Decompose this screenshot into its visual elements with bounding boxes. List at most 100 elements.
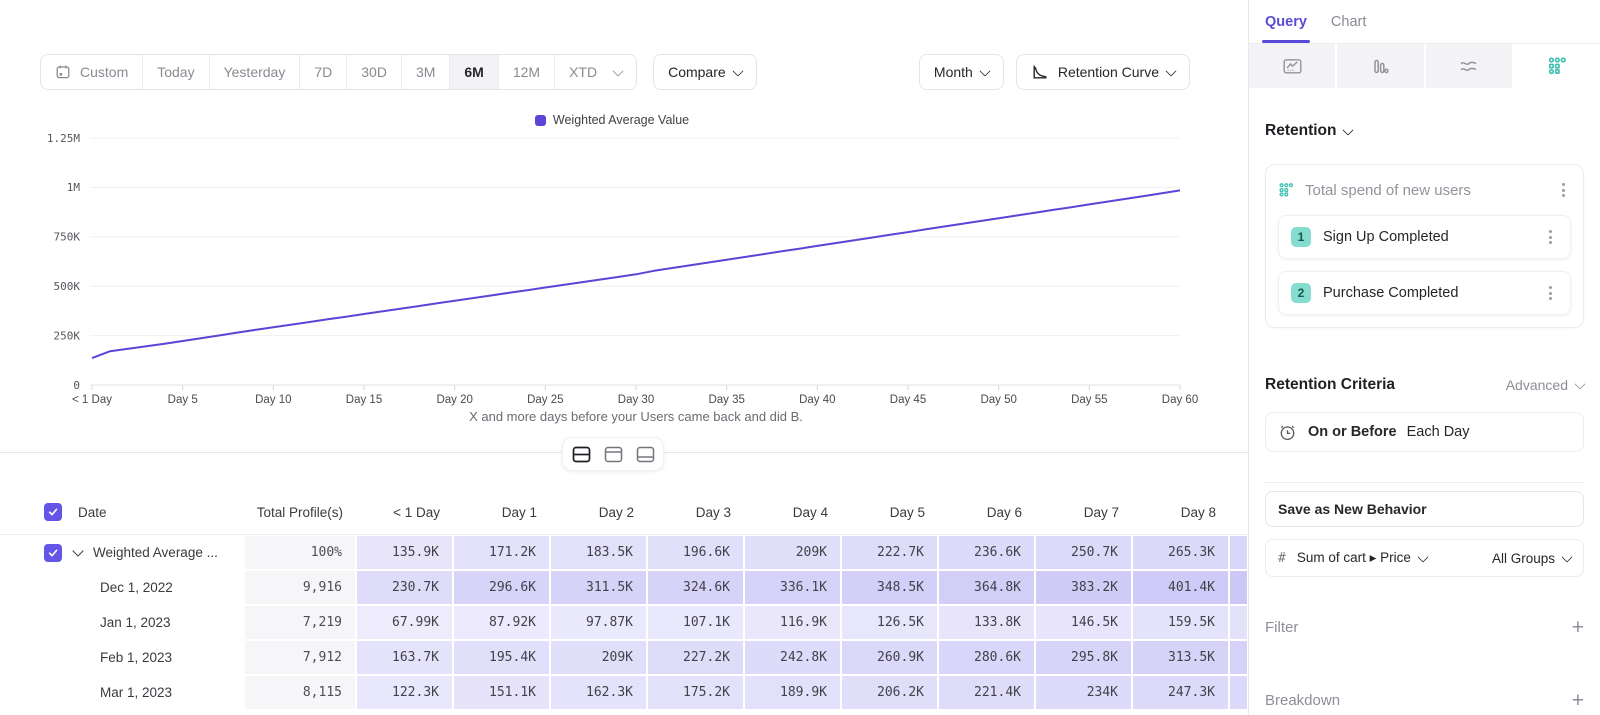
groups-dropdown[interactable]: All Groups — [1492, 551, 1571, 566]
section-divider — [1265, 482, 1584, 483]
row-label-cell: Weighted Average ... — [0, 535, 244, 570]
add-breakdown-button[interactable]: + — [1572, 690, 1584, 711]
toolbar: Custom TodayYesterday7D 30D 3M6M12MXTD Comp… — [40, 54, 1190, 90]
kebab-menu-icon[interactable] — [1542, 230, 1558, 244]
select-all-checkbox[interactable] — [44, 503, 62, 521]
chart-type-dropdown[interactable]: Retention Curve — [1016, 54, 1190, 90]
range-label: 30D — [361, 64, 387, 80]
retention-value-cell[interactable]: 146.5K — [1035, 605, 1132, 640]
analysis-type-switcher — [1249, 44, 1600, 88]
retention-value-cell[interactable]: 171.2K — [453, 535, 550, 570]
retention-value-cell[interactable]: 295.8K — [1035, 640, 1132, 675]
chevron-down-icon — [732, 65, 743, 76]
range-6m[interactable]: 6M — [450, 55, 498, 89]
retention-value-cell[interactable]: 236.6K — [938, 535, 1035, 570]
expand-chevron-icon[interactable] — [72, 545, 83, 556]
retention-value-cell[interactable]: 151.1K — [453, 675, 550, 710]
total-profiles-cell: 7,912 — [244, 640, 356, 675]
range-today[interactable]: Today — [143, 55, 209, 89]
measure-row: # Sum of cart ▸ Price All Groups — [1265, 539, 1584, 577]
retention-table: DateTotal Profile(s)< 1 DayDay 1Day 2Day… — [0, 490, 1248, 710]
flows-icon[interactable] — [1426, 44, 1514, 88]
retention-value-cell[interactable]: 107.1K — [647, 605, 744, 640]
chart-view-toggle-icon[interactable] — [598, 441, 628, 467]
retention-value-cell[interactable]: 196.6K — [647, 535, 744, 570]
split-view-toggle-icon[interactable] — [566, 441, 596, 467]
retention-value-cell[interactable]: 311.5K — [550, 570, 647, 605]
retention-value-cell[interactable]: 230.7K — [356, 570, 453, 605]
tab-query[interactable]: Query — [1265, 0, 1307, 43]
retention-value-cell[interactable]: 163.7K — [356, 640, 453, 675]
retention-grid-icon[interactable] — [1514, 44, 1600, 88]
calendar-icon — [55, 64, 71, 80]
range-3m[interactable]: 3M — [402, 55, 450, 89]
retention-value-cell[interactable]: 135.9K — [356, 535, 453, 570]
tab-chart[interactable]: Chart — [1331, 0, 1366, 43]
retention-value-cell[interactable]: 209K — [744, 535, 841, 570]
insights-chart-icon[interactable] — [1249, 44, 1337, 88]
retention-value-cell[interactable]: 221.4K — [938, 675, 1035, 710]
funnel-bars-icon[interactable] — [1337, 44, 1425, 88]
svg-text:1.25M: 1.25M — [47, 132, 80, 145]
advanced-dropdown[interactable]: Advanced — [1506, 377, 1584, 393]
retention-value-cell[interactable]: 280.6K — [938, 640, 1035, 675]
retention-value-cell[interactable]: 122.3K — [356, 675, 453, 710]
kebab-menu-icon[interactable] — [1542, 286, 1558, 300]
number-property-icon: # — [1278, 551, 1286, 566]
retention-value-cell[interactable]: 183.5K — [550, 535, 647, 570]
retention-value-cell[interactable]: 364.8K — [938, 570, 1035, 605]
svg-text:Day 35: Day 35 — [708, 394, 744, 406]
retention-value-cell[interactable]: 336.1K — [744, 570, 841, 605]
retention-value-cell[interactable]: 296.6K — [453, 570, 550, 605]
retention-value-cell[interactable]: 209K — [550, 640, 647, 675]
granularity-dropdown[interactable]: Month — [919, 54, 1004, 90]
retention-value-cell[interactable]: 234K — [1035, 675, 1132, 710]
retention-value-cell[interactable]: 383.2K — [1035, 570, 1132, 605]
retention-value-cell[interactable]: 247.3K — [1132, 675, 1229, 710]
add-filter-button[interactable]: + — [1572, 617, 1584, 638]
retention-value-cell[interactable]: 67.99K — [356, 605, 453, 640]
criteria-card[interactable]: On or Before Each Day — [1265, 412, 1584, 452]
retention-value-cell[interactable]: 348.5K — [841, 570, 938, 605]
retention-value-cell[interactable]: 250.7K — [1035, 535, 1132, 570]
retention-value-cell[interactable]: 97.87K — [550, 605, 647, 640]
retention-value-cell[interactable]: 126.5K — [841, 605, 938, 640]
event-row[interactable]: 2Purchase Completed — [1278, 271, 1571, 315]
row-checkbox[interactable] — [44, 544, 62, 562]
compare-button[interactable]: Compare — [653, 54, 757, 90]
retention-value-cell[interactable]: 189.9K — [744, 675, 841, 710]
save-as-new-behavior-button[interactable]: Save as New Behavior — [1265, 491, 1584, 527]
range-yesterday[interactable]: Yesterday — [210, 55, 301, 89]
chevron-down-icon — [1165, 65, 1176, 76]
retention-value-cell[interactable]: 227.2K — [647, 640, 744, 675]
event-row[interactable]: 1Sign Up Completed — [1278, 215, 1571, 259]
kebab-menu-icon[interactable] — [1555, 183, 1571, 197]
range-label: Custom — [80, 64, 128, 80]
retention-value-cell[interactable]: 313.5K — [1132, 640, 1229, 675]
range-7d[interactable]: 7D — [300, 55, 347, 89]
measure-property-dropdown[interactable]: Sum of cart ▸ Price — [1297, 550, 1427, 566]
range-30d[interactable]: 30D — [347, 55, 402, 89]
retention-value-cell[interactable]: 260.9K — [841, 640, 938, 675]
retention-value-cell[interactable]: 133.8K — [938, 605, 1035, 640]
retention-value-cell[interactable]: 87.92K — [453, 605, 550, 640]
range-12m[interactable]: 12M — [499, 55, 555, 89]
retention-value-cell[interactable]: 175.2K — [647, 675, 744, 710]
retention-value-cell[interactable]: 242.8K — [744, 640, 841, 675]
retention-section-header[interactable]: Retention — [1265, 122, 1584, 140]
row-label: Feb 1, 2023 — [100, 650, 172, 665]
criteria-when: On or Before — [1308, 424, 1397, 440]
range-custom[interactable]: Custom — [41, 55, 143, 89]
svg-text:Day 50: Day 50 — [980, 394, 1016, 406]
retention-value-cell[interactable]: 159.5K — [1132, 605, 1229, 640]
table-view-toggle-icon[interactable] — [630, 441, 660, 467]
range-xtd[interactable]: XTD — [555, 55, 636, 89]
retention-value-cell[interactable]: 265.3K — [1132, 535, 1229, 570]
retention-value-cell[interactable]: 195.4K — [453, 640, 550, 675]
retention-value-cell[interactable]: 222.7K — [841, 535, 938, 570]
retention-value-cell[interactable]: 206.2K — [841, 675, 938, 710]
retention-value-cell[interactable]: 162.3K — [550, 675, 647, 710]
retention-value-cell[interactable]: 401.4K — [1132, 570, 1229, 605]
retention-value-cell[interactable]: 324.6K — [647, 570, 744, 605]
retention-value-cell[interactable]: 116.9K — [744, 605, 841, 640]
